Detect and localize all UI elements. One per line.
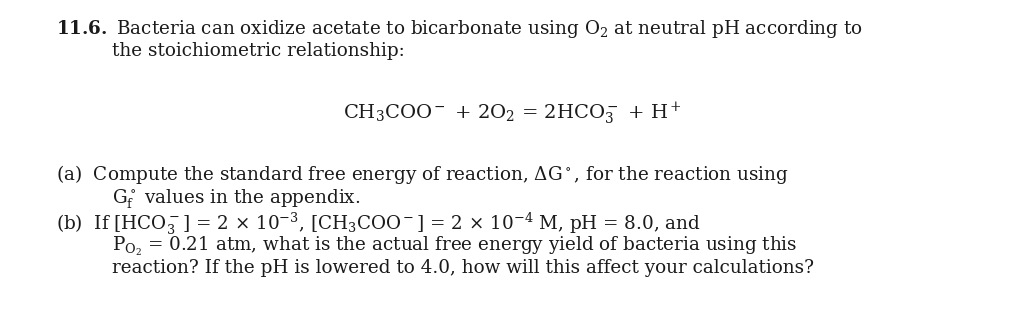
Text: P$_{\mathrm{O}_2}$ = 0.21 atm, what is the actual free energy yield of bacteria : P$_{\mathrm{O}_2}$ = 0.21 atm, what is t…	[112, 235, 798, 258]
Text: G$^\circ_{\mathrm{f}}$ values in the appendix.: G$^\circ_{\mathrm{f}}$ values in the app…	[112, 187, 360, 210]
Text: (a)  Compute the standard free energy of reaction, $\Delta$G$^\circ$, for the re: (a) Compute the standard free energy of …	[56, 163, 788, 186]
Text: the stoichiometric relationship:: the stoichiometric relationship:	[112, 42, 404, 60]
Text: (b)  If [HCO$_3^-$] = 2 $\times$ 10$^{-3}$, [CH$_3$COO$^-$] = 2 $\times$ 10$^{-4: (b) If [HCO$_3^-$] = 2 $\times$ 10$^{-3}…	[56, 211, 700, 237]
Text: $\mathbf{11.6.}$ Bacteria can oxidize acetate to bicarbonate using O$_2$ at neut: $\mathbf{11.6.}$ Bacteria can oxidize ac…	[56, 18, 863, 40]
Text: CH$_3$COO$^-$ + 2O$_2$ = 2HCO$_3^-$ + H$^+$: CH$_3$COO$^-$ + 2O$_2$ = 2HCO$_3^-$ + H$…	[343, 100, 681, 126]
Text: reaction? If the pH is lowered to 4.0, how will this affect your calculations?: reaction? If the pH is lowered to 4.0, h…	[112, 259, 814, 277]
